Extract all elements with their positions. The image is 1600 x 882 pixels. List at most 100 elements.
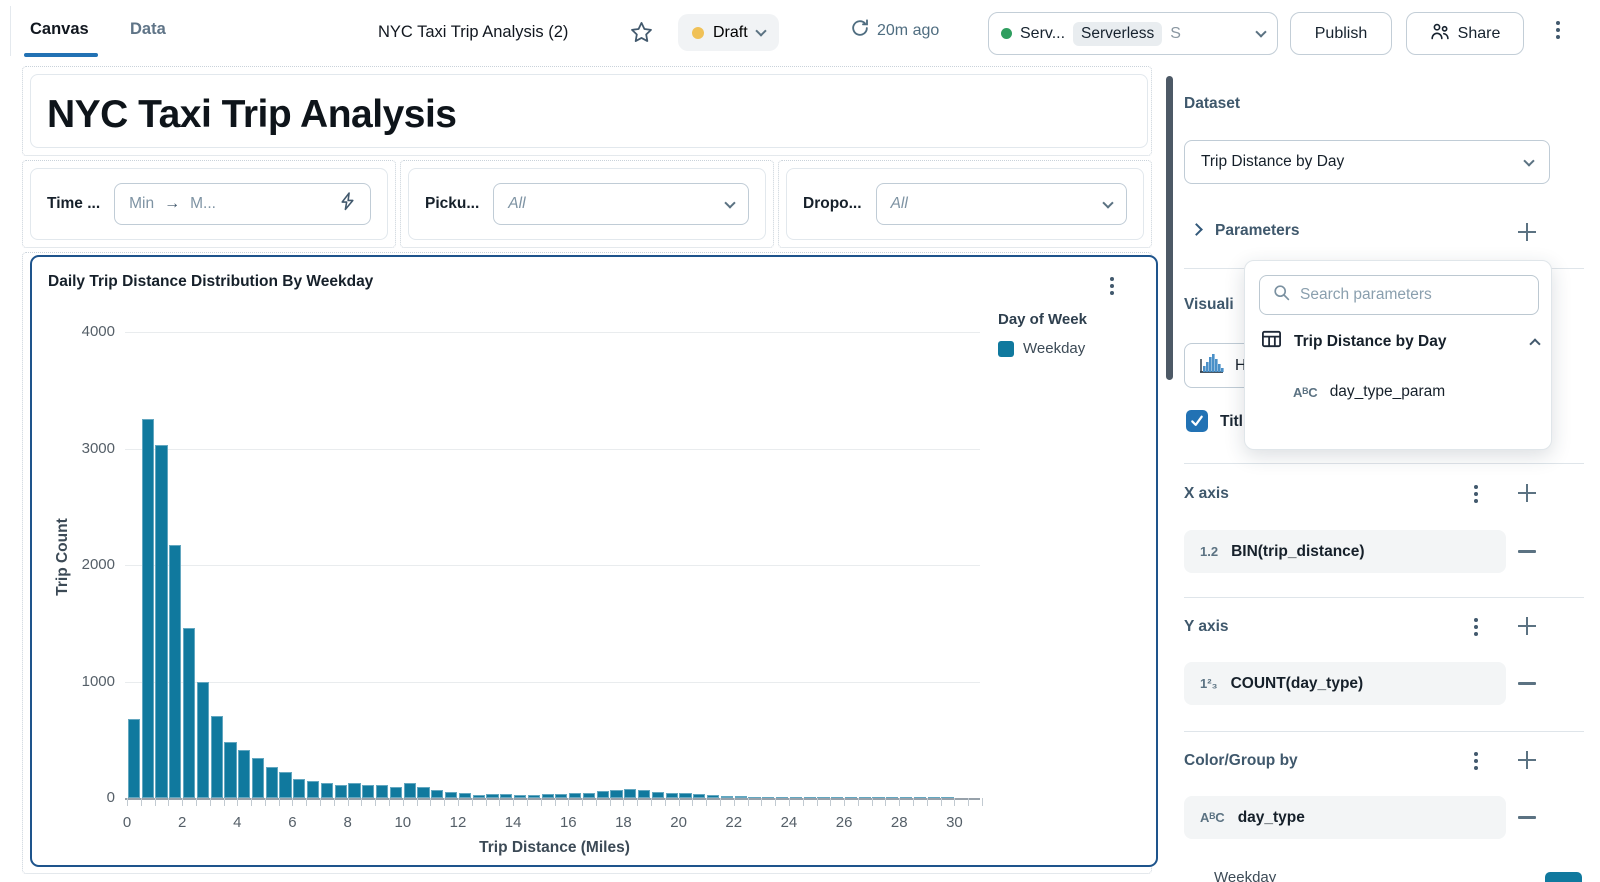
histogram-bar[interactable]	[376, 785, 389, 798]
histogram-bar[interactable]	[334, 785, 347, 798]
histogram-bar[interactable]	[486, 793, 499, 798]
chart-overflow-menu[interactable]	[1110, 277, 1114, 295]
y-axis-remove-field-button[interactable]	[1518, 682, 1536, 685]
publish-button[interactable]: Publish	[1290, 12, 1392, 55]
histogram-bar[interactable]	[500, 793, 513, 798]
histogram-bar[interactable]	[872, 797, 885, 798]
histogram-bar[interactable]	[182, 627, 196, 798]
y-axis-add-field-button[interactable]	[1516, 615, 1538, 637]
histogram-bar[interactable]	[762, 797, 775, 798]
histogram-bar[interactable]	[444, 791, 458, 798]
histogram-bar[interactable]	[210, 716, 223, 798]
histogram-bar[interactable]	[403, 782, 416, 798]
histogram-bar[interactable]	[610, 789, 623, 798]
parameter-search[interactable]	[1259, 275, 1539, 315]
histogram-bar[interactable]	[362, 784, 375, 798]
histogram-bar[interactable]	[775, 797, 789, 798]
histogram-bar[interactable]	[596, 791, 609, 798]
quick-range-bolt-icon[interactable]	[339, 192, 356, 216]
chart-widget-selected[interactable]: Daily Trip Distance Distribution By Week…	[30, 255, 1158, 867]
histogram-bar[interactable]	[665, 792, 678, 798]
histogram-bar[interactable]	[251, 758, 265, 798]
histogram-bar[interactable]	[817, 796, 830, 798]
histogram-bar[interactable]	[513, 794, 527, 798]
histogram-bar[interactable]	[472, 795, 485, 798]
series-color-swatch[interactable]	[1545, 872, 1582, 882]
histogram-bar[interactable]	[638, 789, 651, 798]
histogram-bar[interactable]	[141, 419, 154, 798]
document-title[interactable]: NYC Taxi Trip Analysis (2)	[378, 23, 569, 41]
tab-data[interactable]: Data	[130, 20, 166, 38]
parameters-expander[interactable]: Parameters	[1190, 222, 1299, 240]
y-axis-field-pill[interactable]: 1²₃ COUNT(day_type)	[1184, 662, 1506, 705]
compute-selector[interactable]: Serv... Serverless S	[988, 12, 1278, 55]
histogram-bar[interactable]	[541, 793, 554, 798]
histogram-bar[interactable]	[651, 791, 665, 798]
histogram-bar[interactable]	[941, 797, 954, 798]
canvas-scrollbar[interactable]	[1166, 76, 1173, 380]
histogram-bar[interactable]	[569, 793, 582, 798]
share-button[interactable]: Share	[1406, 12, 1524, 55]
popover-dataset-group[interactable]: Trip Distance by Day	[1261, 329, 1541, 354]
histogram-bar[interactable]	[238, 750, 251, 798]
time-range-input[interactable]: Min → M...	[114, 183, 371, 225]
histogram-bar[interactable]	[169, 545, 182, 798]
histogram-bar[interactable]	[293, 778, 306, 798]
histogram-bar[interactable]	[417, 786, 430, 798]
pickup-select[interactable]: All	[493, 183, 749, 225]
histogram-bar[interactable]	[900, 797, 913, 798]
histogram-bar[interactable]	[831, 797, 844, 798]
histogram-bar[interactable]	[748, 796, 761, 798]
histogram-bar[interactable]	[789, 797, 802, 798]
title-checkbox[interactable]	[1186, 410, 1208, 432]
histogram-bar[interactable]	[155, 445, 168, 798]
histogram-bar[interactable]	[582, 793, 596, 798]
refresh-control[interactable]: 20m ago	[850, 18, 939, 43]
histogram-bar[interactable]	[431, 790, 444, 798]
dropoff-select[interactable]: All	[875, 183, 1127, 225]
histogram-bar[interactable]	[555, 793, 568, 798]
histogram-bar[interactable]	[196, 681, 209, 798]
parameter-search-input[interactable]	[1300, 286, 1526, 304]
draft-status-dropdown[interactable]: Draft	[678, 14, 779, 51]
histogram-bar[interactable]	[224, 742, 237, 798]
histogram-bar[interactable]	[265, 766, 278, 798]
histogram-bar[interactable]	[389, 786, 402, 798]
histogram-bar[interactable]	[679, 793, 692, 798]
histogram-bar[interactable]	[320, 783, 334, 798]
histogram-bar[interactable]	[348, 783, 361, 798]
color-add-field-button[interactable]	[1516, 749, 1538, 771]
x-axis-add-field-button[interactable]	[1516, 482, 1538, 504]
histogram-bar[interactable]	[693, 793, 706, 798]
plot-area[interactable]	[125, 332, 983, 806]
color-field-pill[interactable]: AᴮC day_type	[1184, 796, 1506, 839]
tab-canvas[interactable]: Canvas	[30, 20, 89, 38]
histogram-bar[interactable]	[624, 789, 637, 798]
x-axis-field-pill[interactable]: 1.2 BIN(trip_distance)	[1184, 530, 1506, 573]
histogram-bar[interactable]	[803, 797, 816, 798]
histogram-bar[interactable]	[858, 797, 871, 798]
toolbar-overflow-menu[interactable]	[1556, 21, 1560, 39]
dataset-select[interactable]: Trip Distance by Day	[1184, 140, 1550, 184]
histogram-bar[interactable]	[913, 797, 927, 798]
histogram-bar[interactable]	[734, 796, 747, 798]
y-axis-options-menu[interactable]	[1474, 618, 1478, 636]
histogram-bar[interactable]	[527, 795, 540, 798]
histogram-bar[interactable]	[279, 771, 292, 798]
histogram-bar[interactable]	[307, 780, 320, 798]
color-options-menu[interactable]	[1474, 752, 1478, 770]
x-axis-options-menu[interactable]	[1474, 485, 1478, 503]
add-parameter-button[interactable]	[1516, 221, 1538, 243]
favorite-star-icon[interactable]	[629, 20, 654, 50]
histogram-bar[interactable]	[886, 797, 899, 798]
color-remove-field-button[interactable]	[1518, 816, 1536, 819]
legend-item-weekday[interactable]: Weekday	[998, 340, 1087, 357]
x-axis-remove-field-button[interactable]	[1518, 550, 1536, 553]
histogram-bar[interactable]	[844, 797, 858, 798]
histogram-bar[interactable]	[458, 793, 471, 798]
histogram-bar[interactable]	[927, 797, 940, 798]
histogram-bar[interactable]	[706, 794, 720, 798]
title-widget[interactable]: NYC Taxi Trip Analysis	[30, 74, 1148, 148]
histogram-bar[interactable]	[127, 718, 140, 798]
popover-parameter-item[interactable]: AᴮC day_type_param	[1293, 383, 1445, 401]
